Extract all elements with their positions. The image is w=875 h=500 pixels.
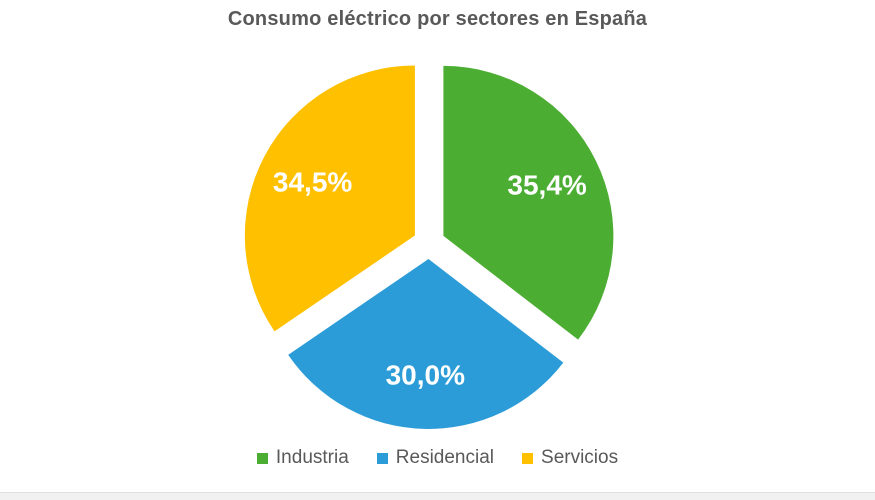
legend-item-industria[interactable]: Industria [256, 447, 349, 469]
pie-slice-servicios[interactable] [244, 65, 415, 332]
bottom-divider [0, 492, 875, 500]
legend-item-residencial[interactable]: Residencial [376, 447, 495, 469]
legend-label-industria: Industria [275, 447, 349, 468]
legend-swatch-industria [256, 452, 268, 464]
chart-title: Consumo eléctrico por sectores en España [227, 8, 648, 30]
legend-label-residencial: Residencial [395, 447, 495, 468]
slice-value-label-industria: 35,4% [507, 170, 586, 201]
pie-slice-industria[interactable] [443, 65, 614, 340]
legend-swatch-residencial [376, 452, 388, 464]
slice-value-label-residencial: 30,0% [386, 359, 465, 390]
slice-value-label-servicios: 34,5% [273, 166, 352, 197]
pie-slice-residencial[interactable] [288, 259, 564, 429]
legend-swatch-servicios [522, 452, 534, 464]
legend-item-servicios[interactable]: Servicios [522, 447, 618, 469]
legend-label-servicios: Servicios [541, 447, 619, 468]
legend: Industria Residencial Servicios [0, 447, 875, 469]
